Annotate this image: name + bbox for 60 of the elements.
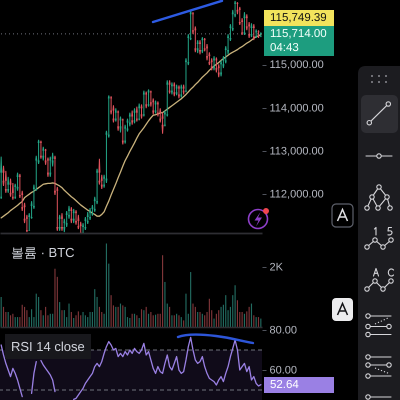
candlestick [148,89,150,107]
candlestick [196,40,199,54]
candlestick [140,104,143,119]
y-tick-label: 60.00 [270,364,298,376]
candlestick [258,30,260,38]
candlestick [154,100,157,114]
candlestick [10,178,12,197]
candlestick [199,40,201,54]
candlestick [40,140,42,159]
text: RSI 14 close [5,334,91,359]
y-tick-label: 112,000.00 [270,188,324,201]
line-series [0,34,262,219]
candlestick [138,104,140,120]
candlestick [250,23,252,38]
y-tick-label: 113,000.00 [270,146,324,158]
candlestick [178,85,180,98]
y-tick-label: 114,000.00 [270,102,324,114]
candlestick [170,82,173,94]
candlestick [252,24,255,40]
candlestick [122,118,124,145]
candlestick [213,56,216,70]
candlestick [145,91,148,108]
candlestick [220,60,222,76]
candlestick [119,116,122,132]
candlestick [61,213,63,231]
y-tick-label: 80.00 [270,324,298,336]
candlestick [75,210,78,225]
candlestick [89,208,92,220]
candlestick [162,112,164,134]
candlestick [255,29,258,38]
text: 115,749.39 [264,10,334,26]
candlestick [42,146,44,161]
candlestick [114,108,117,122]
candlestick [49,156,52,177]
y-tick-label: 2K [270,261,284,274]
candlestick [176,84,178,96]
text: 52.64 [264,376,334,393]
candlestick [142,90,145,116]
candlestick [72,208,75,224]
candlestick [131,110,134,125]
candlestick [117,110,120,131]
candlestick [134,108,136,124]
ref-line-label: 115,714.00 [270,28,327,40]
candlestick [173,82,176,96]
candlestick [180,84,182,98]
text: 볼륨 · BTC [10,244,76,262]
candlestick [58,214,61,231]
candlestick [12,182,14,200]
candlestick [7,176,10,193]
candlestick [260,32,262,38]
candlestick [243,12,246,35]
candlestick [98,158,100,185]
text: 04:43 [270,42,299,54]
candlestick [168,80,171,94]
candlestick [201,37,204,54]
candlestick [182,84,185,94]
candlestick [0,156,2,199]
candlestick [136,106,138,122]
y-tick-label: 115,000.00 [270,59,324,72]
candlestick [70,207,72,224]
